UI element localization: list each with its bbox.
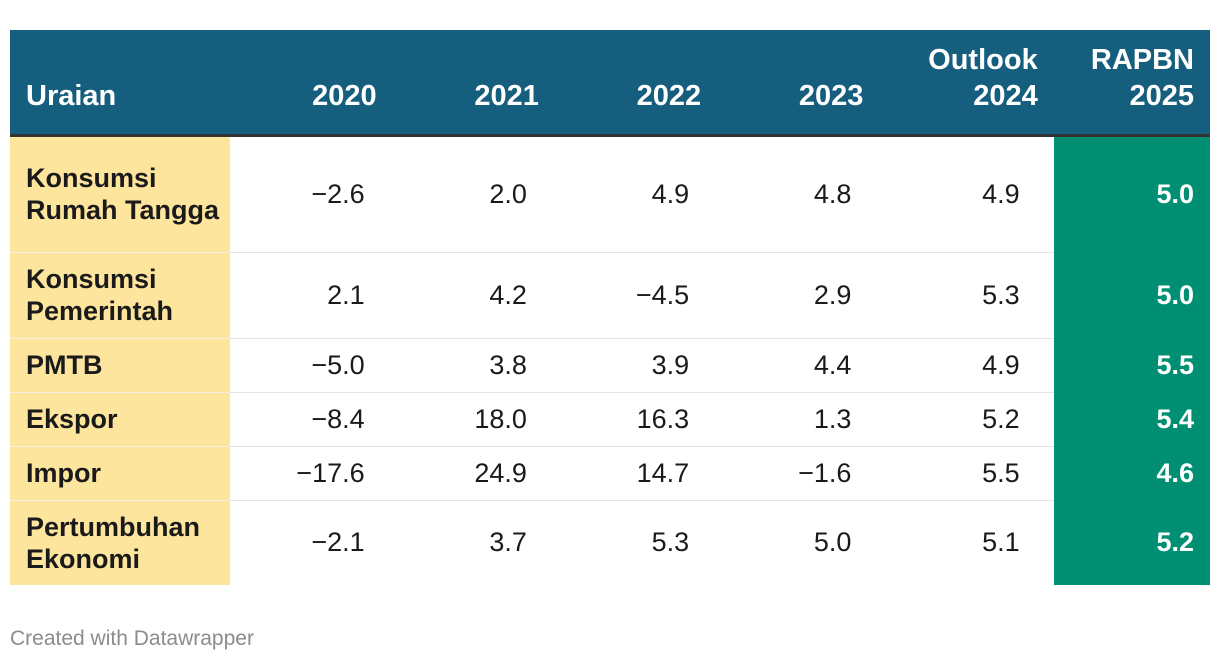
row-label: Konsumsi Rumah Tangga <box>10 135 231 253</box>
value-cell: 5.5 <box>879 446 1054 501</box>
value-cell: −17.6 <box>230 446 393 501</box>
value-cell: 2.9 <box>717 252 880 339</box>
value-cell: 16.3 <box>554 392 718 447</box>
value-cell: 5.1 <box>982 527 1020 558</box>
value-cell: 5.0 <box>813 527 852 558</box>
value-cell: 5.3 <box>879 252 1054 339</box>
header-rapbn-2025: RAPBN 2025 <box>1053 30 1210 137</box>
value-cell: −2.1 <box>311 527 365 558</box>
value-cell: 2.1 <box>230 252 393 339</box>
datawrapper-credit[interactable]: Created with Datawrapper <box>10 627 254 650</box>
header-line-1: Outlook <box>928 43 1038 76</box>
header-outlook-2024: Outlook 2024 <box>879 30 1054 137</box>
growth-table: Uraian 2020 2021 2022 2023 <box>10 30 1210 585</box>
value-cell: 4.9 <box>879 338 1054 393</box>
header-2023: 2023 <box>717 30 880 137</box>
header-row: Uraian 2020 2021 2022 2023 <box>10 30 1210 137</box>
header-line-2: 2025 <box>1129 79 1194 112</box>
header-2021: 2021 <box>392 30 555 137</box>
value-cell: 1.3 <box>717 392 880 447</box>
table-header: Uraian 2020 2021 2022 2023 <box>10 30 1210 137</box>
header-2020: 2020 <box>230 30 393 137</box>
highlight-value-cell: 5.5 <box>1053 338 1210 393</box>
row-label: Pertumbuhan Ekonomi <box>10 500 231 585</box>
header-line-2: 2020 <box>312 79 377 112</box>
value-cell: 3.9 <box>554 338 718 393</box>
value-cell: −2.6 <box>230 135 393 253</box>
table-body: Konsumsi Rumah Tangga −2.6 2.0 4.9 4.8 4… <box>10 135 1210 585</box>
value-cell: 24.9 <box>392 446 555 501</box>
header-line-2: 2022 <box>636 79 702 112</box>
table-row: PMTB −5.0 3.8 3.9 4.4 4.9 5.5 <box>10 338 1210 393</box>
table-row: Pertumbuhan Ekonomi −2.1 3.7 5.3 5.0 5.1… <box>10 500 1210 585</box>
header-line-1: RAPBN <box>1090 43 1194 76</box>
value-cell: 14.7 <box>554 446 718 501</box>
highlight-value-cell: 5.4 <box>1053 392 1210 447</box>
highlight-value-cell: 5.0 <box>1053 252 1210 339</box>
header-2022: 2022 <box>554 30 718 137</box>
value-cell: 4.8 <box>717 135 880 253</box>
highlight-value-cell: 5.2 <box>1053 500 1210 585</box>
value-cell: 3.7 <box>489 527 527 558</box>
value-cell: 5.2 <box>879 392 1054 447</box>
data-table-container: Uraian 2020 2021 2022 2023 <box>10 30 1210 585</box>
header-line-2: 2023 <box>798 79 864 112</box>
table-row: Konsumsi Rumah Tangga −2.6 2.0 4.9 4.8 4… <box>10 135 1210 253</box>
value-cell: −1.6 <box>717 446 880 501</box>
row-label: Impor <box>10 446 231 501</box>
table-row: Konsumsi Pemerintah 2.1 4.2 −4.5 2.9 5.3… <box>10 252 1210 339</box>
row-label: PMTB <box>10 338 231 393</box>
row-label: Konsumsi Pemerintah <box>10 252 231 339</box>
value-cell: 4.9 <box>879 135 1054 253</box>
value-cell: 4.4 <box>717 338 880 393</box>
header-line-2: 2024 <box>973 79 1038 112</box>
row-label: Ekspor <box>10 392 231 447</box>
table-row: Impor −17.6 24.9 14.7 −1.6 5.5 4.6 <box>10 446 1210 501</box>
value-cell: 3.8 <box>392 338 555 393</box>
value-cell: 5.3 <box>651 527 690 558</box>
value-cell: 4.2 <box>392 252 555 339</box>
header-uraian: Uraian <box>10 30 231 137</box>
header-line-2: 2021 <box>474 79 539 112</box>
value-cell: −5.0 <box>230 338 393 393</box>
value-cell: −4.5 <box>554 252 718 339</box>
value-cell: 2.0 <box>392 135 555 253</box>
value-cell: 4.9 <box>554 135 718 253</box>
table-row: Ekspor −8.4 18.0 16.3 1.3 5.2 5.4 <box>10 392 1210 447</box>
highlight-value-cell: 5.0 <box>1053 135 1210 253</box>
value-cell: 18.0 <box>392 392 555 447</box>
highlight-value-cell: 4.6 <box>1053 446 1210 501</box>
value-cell: −8.4 <box>230 392 393 447</box>
header-line-2: Uraian <box>26 79 117 112</box>
